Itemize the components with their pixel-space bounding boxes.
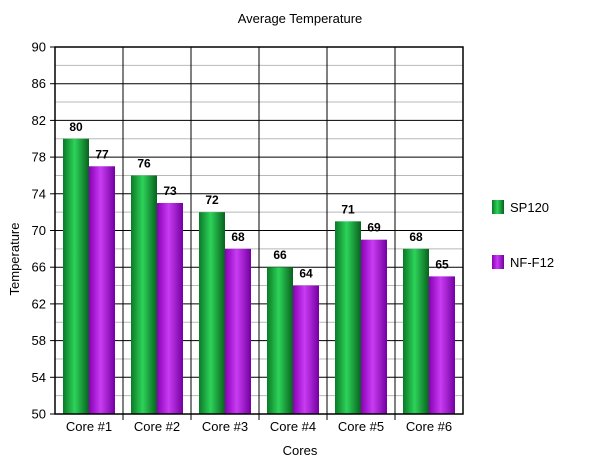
legend: SP120 NF-F12	[492, 200, 554, 270]
bar-sp120	[131, 175, 157, 414]
y-tick-label: 78	[32, 150, 46, 165]
bar-nf-f12	[293, 285, 319, 414]
y-tick-label: 86	[32, 76, 46, 91]
bar-nf-f12	[429, 276, 455, 414]
data-label: 64	[299, 267, 313, 281]
plot-frame	[54, 46, 464, 415]
data-label: 77	[95, 147, 109, 161]
data-label: 73	[163, 184, 177, 198]
y-axis-tick-labels: 50 54 58 62 66 70 74 78 82 86 90	[32, 40, 46, 422]
y-tick-label: 90	[32, 40, 46, 55]
bar-nf-f12	[89, 166, 115, 414]
bar-nf-f12	[361, 239, 387, 414]
data-label: 65	[435, 257, 449, 271]
legend-swatch	[492, 255, 504, 269]
bar-nf-f12	[225, 248, 251, 414]
x-axis-title: Cores	[283, 443, 318, 458]
y-tick-label: 66	[32, 260, 46, 275]
data-labels: 80 77 76 73 72 68 66 64 71 69 68 65	[69, 120, 449, 281]
bar-sp120	[63, 138, 89, 414]
bar-sp120	[199, 212, 225, 414]
chart-title: Average Temperature	[238, 11, 363, 26]
x-tick-label: Core #4	[270, 419, 316, 434]
y-tick-label: 74	[32, 186, 46, 201]
x-tick-label: Core #3	[202, 419, 248, 434]
y-tick-label: 54	[32, 370, 46, 385]
data-label: 80	[69, 120, 83, 134]
data-label: 76	[137, 156, 151, 170]
x-axis-tick-labels: Core #1 Core #2 Core #3 Core #4 Core #5 Core …	[66, 419, 452, 434]
y-tick-label: 62	[32, 296, 46, 311]
data-label: 69	[367, 221, 381, 235]
x-tick-label: Core #6	[406, 419, 452, 434]
legend-swatch	[492, 200, 504, 214]
y-tick-label: 58	[32, 333, 46, 348]
bar-sp120	[403, 248, 429, 414]
x-tick-label: Core #2	[134, 419, 180, 434]
data-label: 68	[409, 230, 423, 244]
bar-nf-f12	[157, 202, 183, 414]
data-label: 72	[205, 193, 219, 207]
bar-sp120	[267, 267, 293, 414]
y-tick-label: 70	[32, 223, 46, 238]
data-label: 66	[273, 248, 287, 262]
data-label: 71	[341, 202, 355, 216]
data-label: 68	[231, 230, 245, 244]
y-tick-label: 50	[32, 407, 46, 422]
bar-sp120	[335, 221, 361, 414]
x-tick-label: Core #5	[338, 419, 384, 434]
bars	[63, 138, 455, 414]
legend-label: SP120	[510, 200, 549, 215]
y-axis-title: Temperature	[7, 223, 22, 296]
legend-label: NF-F12	[510, 255, 554, 270]
x-tick-label: Core #1	[66, 419, 112, 434]
y-tick-label: 82	[32, 113, 46, 128]
